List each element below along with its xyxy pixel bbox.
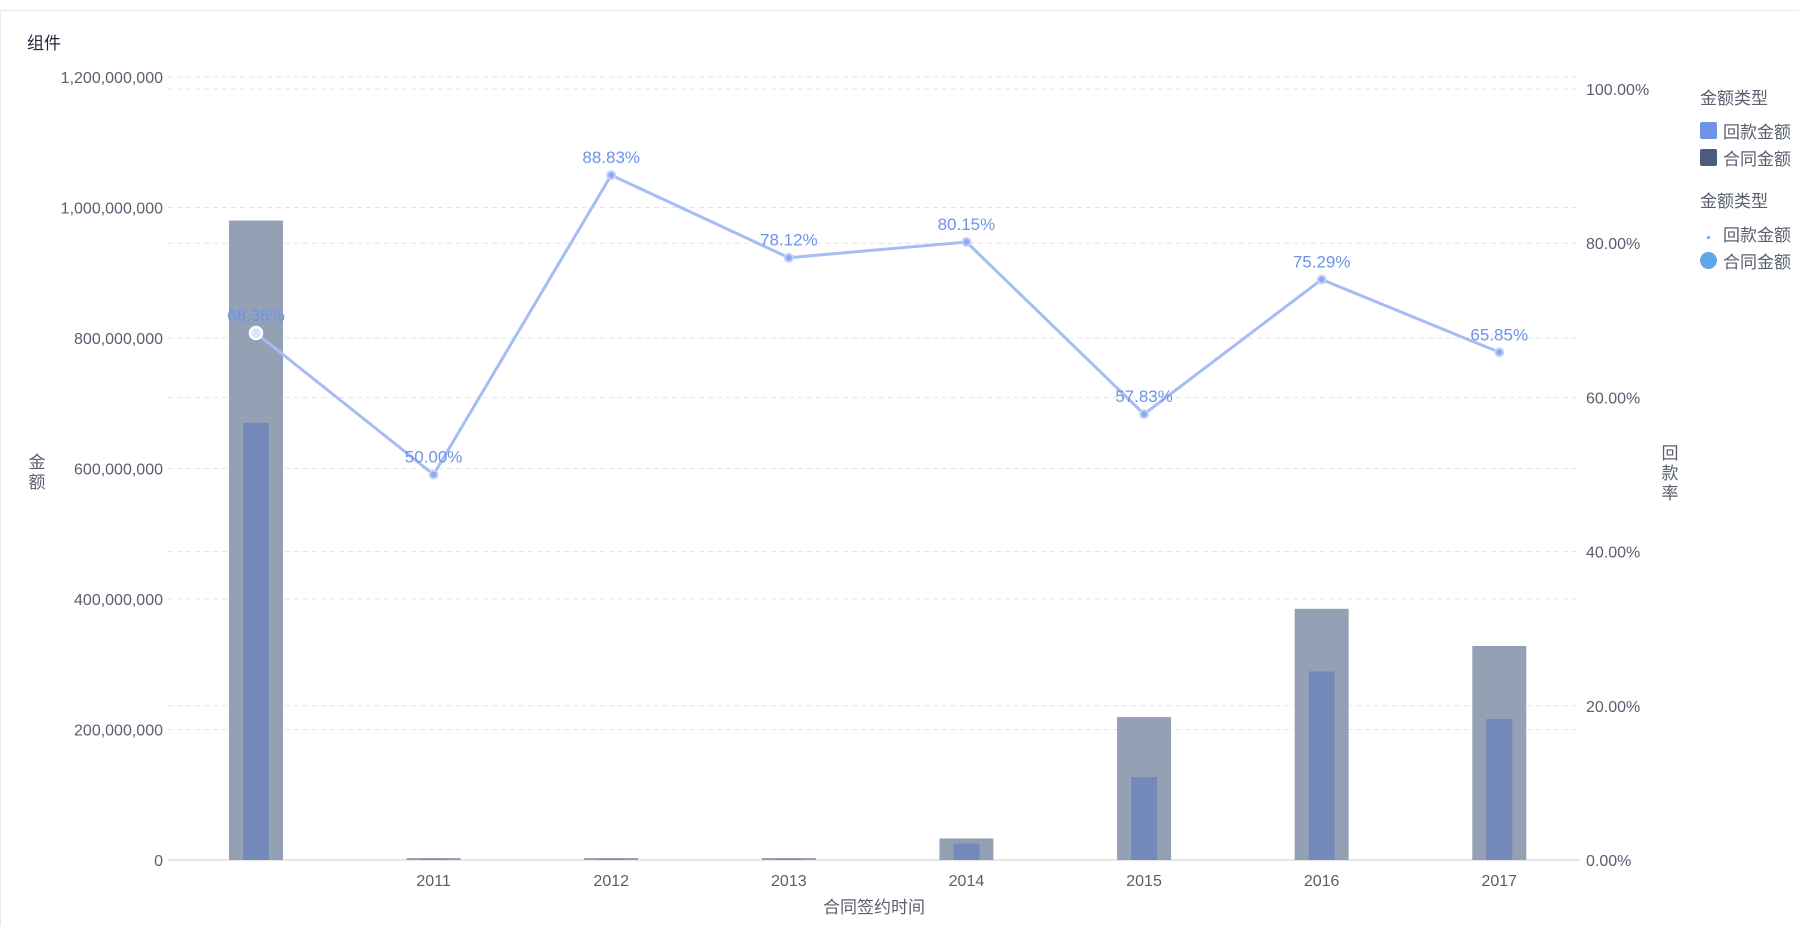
line-point — [248, 325, 264, 341]
legend-bar: 金额类型 回款金额 合同金额 — [1700, 84, 1791, 171]
line-point — [428, 469, 439, 480]
y2-axis-title-char: 回 — [1662, 444, 1679, 463]
y2-axis-title-char: 款 — [1662, 464, 1679, 483]
data-label: 88.83% — [582, 148, 640, 167]
legend-line: 金额类型 回款金额 合同金额 — [1700, 187, 1791, 274]
data-label: 57.83% — [1115, 387, 1173, 406]
y-tick-label: 800,000,000 — [74, 331, 163, 348]
legend-label: 回款金额 — [1723, 123, 1791, 143]
legend-swatch — [1700, 122, 1717, 139]
bar-huikuan — [1131, 777, 1158, 860]
chart-panel — [0, 10, 1799, 926]
line-point — [1494, 347, 1505, 358]
y-tick-label: 1,200,000,000 — [61, 70, 163, 87]
y-tick-label: 200,000,000 — [74, 723, 163, 740]
x-tick-label: 2013 — [771, 873, 807, 890]
data-label: 80.15% — [938, 215, 996, 234]
x-tick-label: 2016 — [1304, 873, 1340, 890]
data-label: 75.29% — [1293, 253, 1351, 272]
x-tick-label: 2017 — [1481, 873, 1517, 890]
bar-huikuan — [420, 859, 447, 860]
data-label: 68.35% — [227, 306, 285, 325]
bar-huikuan — [1486, 719, 1513, 860]
large-dot-icon — [1700, 252, 1717, 269]
bar-huikuan — [1308, 671, 1335, 860]
y2-tick-label: 20.00% — [1586, 699, 1640, 716]
legend-item-huikuan[interactable]: 回款金额 — [1700, 117, 1791, 144]
y-tick-label: 400,000,000 — [74, 592, 163, 609]
data-label: 50.00% — [405, 448, 463, 467]
y2-axis-title-char: 率 — [1662, 484, 1679, 503]
y2-tick-label: 100.00% — [1586, 82, 1649, 99]
legend-label: 回款金额 — [1723, 226, 1791, 246]
y-axis-title-char: 金 — [29, 453, 46, 472]
bar-huikuan — [243, 422, 269, 860]
y2-tick-label: 40.00% — [1586, 545, 1640, 562]
x-tick-label: 2011 — [416, 873, 451, 890]
bar-huikuan — [775, 859, 802, 860]
y2-tick-label: 0.00% — [1586, 853, 1631, 870]
y2-tick-label: 60.00% — [1586, 390, 1640, 407]
legend-swatch — [1700, 149, 1717, 166]
line-point — [606, 170, 617, 181]
data-label: 78.12% — [760, 231, 818, 250]
legend-item-hetong-point[interactable]: 合同金额 — [1700, 247, 1791, 274]
line-huikuan-rate — [255, 173, 1500, 477]
y-tick-label: 600,000,000 — [74, 462, 163, 479]
line-point — [1139, 409, 1150, 420]
y-tick-label: 0 — [154, 853, 163, 870]
line-point — [1316, 274, 1327, 285]
x-tick-label: 2012 — [593, 873, 629, 890]
legend-label: 合同金额 — [1723, 150, 1791, 170]
legend-line-title: 金额类型 — [1700, 192, 1768, 212]
y-tick-label: 1,000,000,000 — [61, 201, 163, 218]
y2-tick-label: 80.00% — [1586, 236, 1640, 253]
data-label: 65.85% — [1470, 325, 1528, 344]
legend-item-huikuan-point[interactable]: 回款金额 — [1700, 220, 1791, 247]
x-tick-label: 2015 — [1126, 873, 1162, 890]
y-axis-title-char: 额 — [29, 473, 46, 492]
bar-huikuan — [953, 843, 980, 860]
line-point — [961, 237, 972, 248]
bar-huikuan — [598, 859, 625, 860]
line-point — [783, 252, 794, 263]
small-dot-icon — [1700, 224, 1717, 244]
legend-item-hetong[interactable]: 合同金额 — [1700, 144, 1791, 171]
legend-label: 合同金额 — [1723, 253, 1791, 273]
legend-bar-title: 金额类型 — [1700, 89, 1768, 109]
x-axis-title: 合同签约时间 — [823, 898, 925, 917]
x-tick-label: 2014 — [949, 873, 985, 890]
panel-title: 组件 — [27, 34, 61, 54]
